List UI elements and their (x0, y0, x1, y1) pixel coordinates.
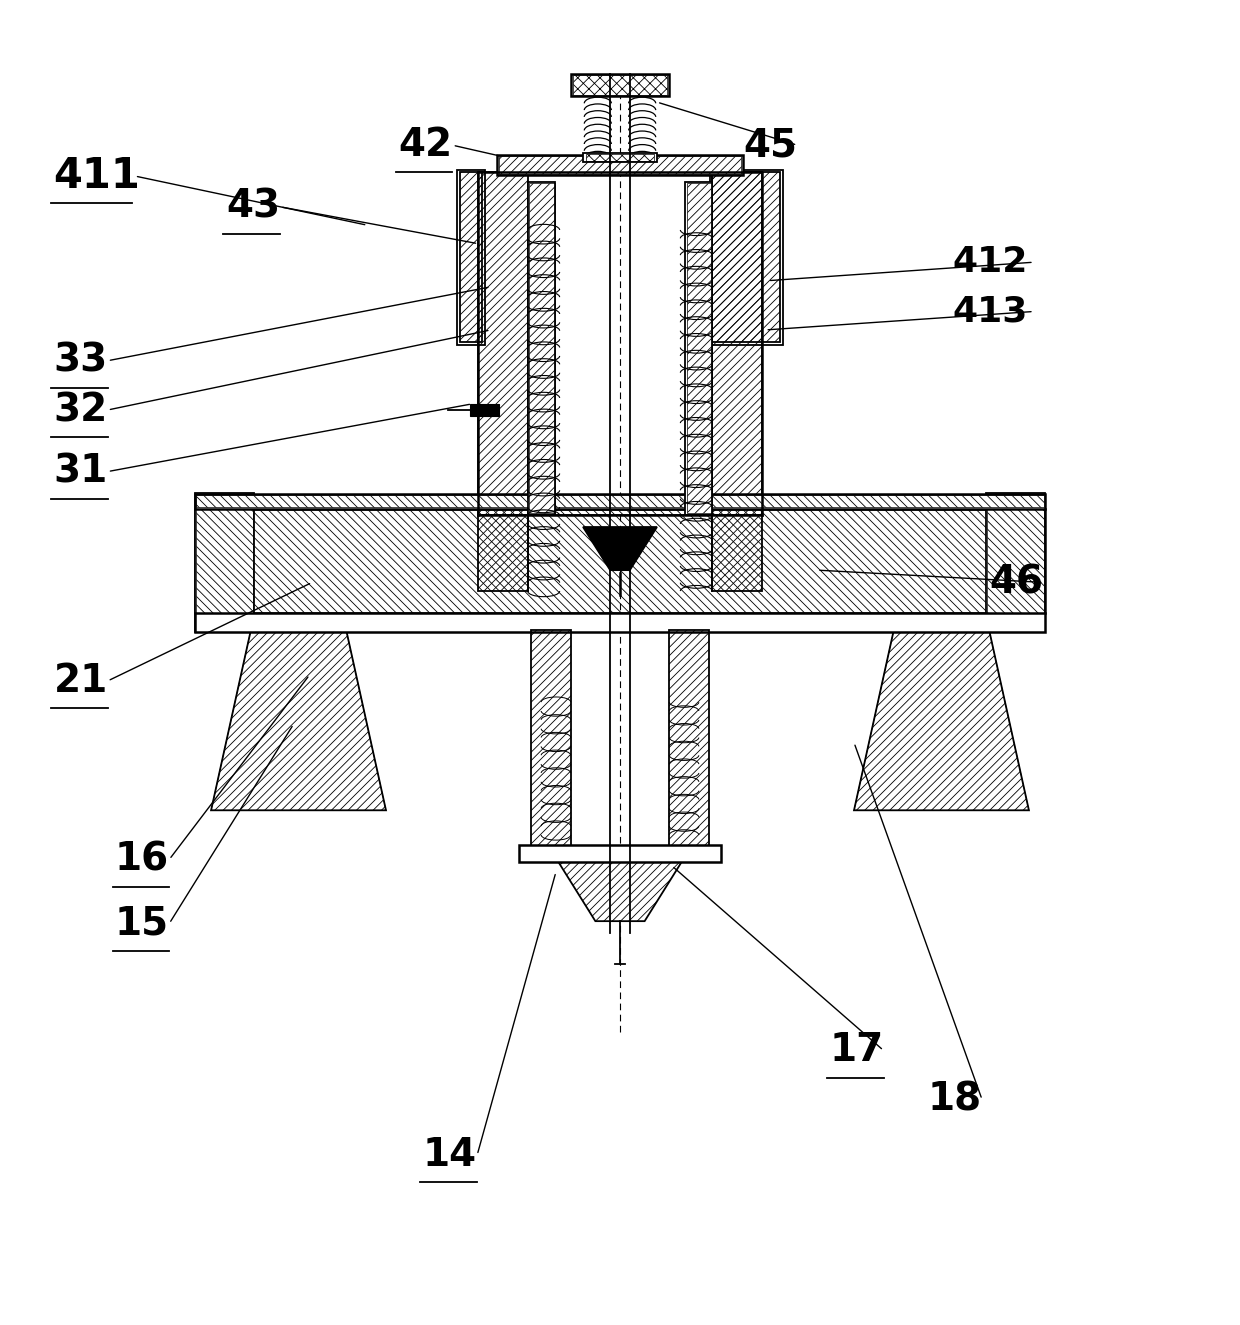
Text: 16: 16 (115, 840, 169, 878)
Bar (573, 76, 667, 94)
Text: 33: 33 (53, 342, 108, 380)
Bar (986, 493, 1045, 632)
Polygon shape (211, 632, 386, 811)
Bar (528, 183, 554, 514)
Bar (470, 404, 500, 416)
Bar (712, 172, 780, 342)
Bar (570, 74, 670, 95)
Text: 15: 15 (115, 905, 169, 942)
Bar (196, 496, 1044, 507)
Bar (687, 183, 712, 514)
Bar (460, 172, 482, 342)
Bar (531, 631, 570, 847)
Bar (479, 514, 528, 591)
Text: 21: 21 (53, 662, 108, 700)
Bar (497, 155, 743, 175)
Text: 32: 32 (53, 391, 108, 429)
Text: 45: 45 (743, 126, 797, 164)
Text: 14: 14 (423, 1136, 477, 1174)
Text: 411: 411 (53, 155, 140, 197)
Bar (585, 154, 655, 162)
Polygon shape (854, 632, 1029, 811)
Bar (479, 172, 528, 514)
Polygon shape (558, 863, 682, 921)
Bar (686, 182, 712, 514)
Polygon shape (583, 527, 657, 570)
Text: 43: 43 (226, 188, 280, 225)
Bar (712, 172, 761, 514)
Bar (528, 182, 554, 514)
Bar (987, 494, 1044, 631)
Bar (195, 613, 1045, 632)
Text: 31: 31 (53, 453, 108, 490)
Bar (712, 514, 761, 591)
Bar (500, 156, 740, 174)
Text: 413: 413 (952, 294, 1028, 329)
Bar (670, 631, 709, 847)
Bar (711, 170, 782, 344)
Bar (195, 494, 1045, 509)
Bar (583, 152, 657, 163)
Bar (520, 845, 720, 863)
Text: 17: 17 (830, 1031, 884, 1069)
Bar (196, 494, 253, 631)
Text: 42: 42 (398, 126, 453, 164)
Text: 18: 18 (928, 1081, 982, 1118)
Bar (458, 170, 485, 344)
Bar (195, 509, 1045, 613)
Text: 412: 412 (952, 245, 1028, 280)
Text: 46: 46 (990, 563, 1044, 602)
Bar (195, 493, 254, 632)
